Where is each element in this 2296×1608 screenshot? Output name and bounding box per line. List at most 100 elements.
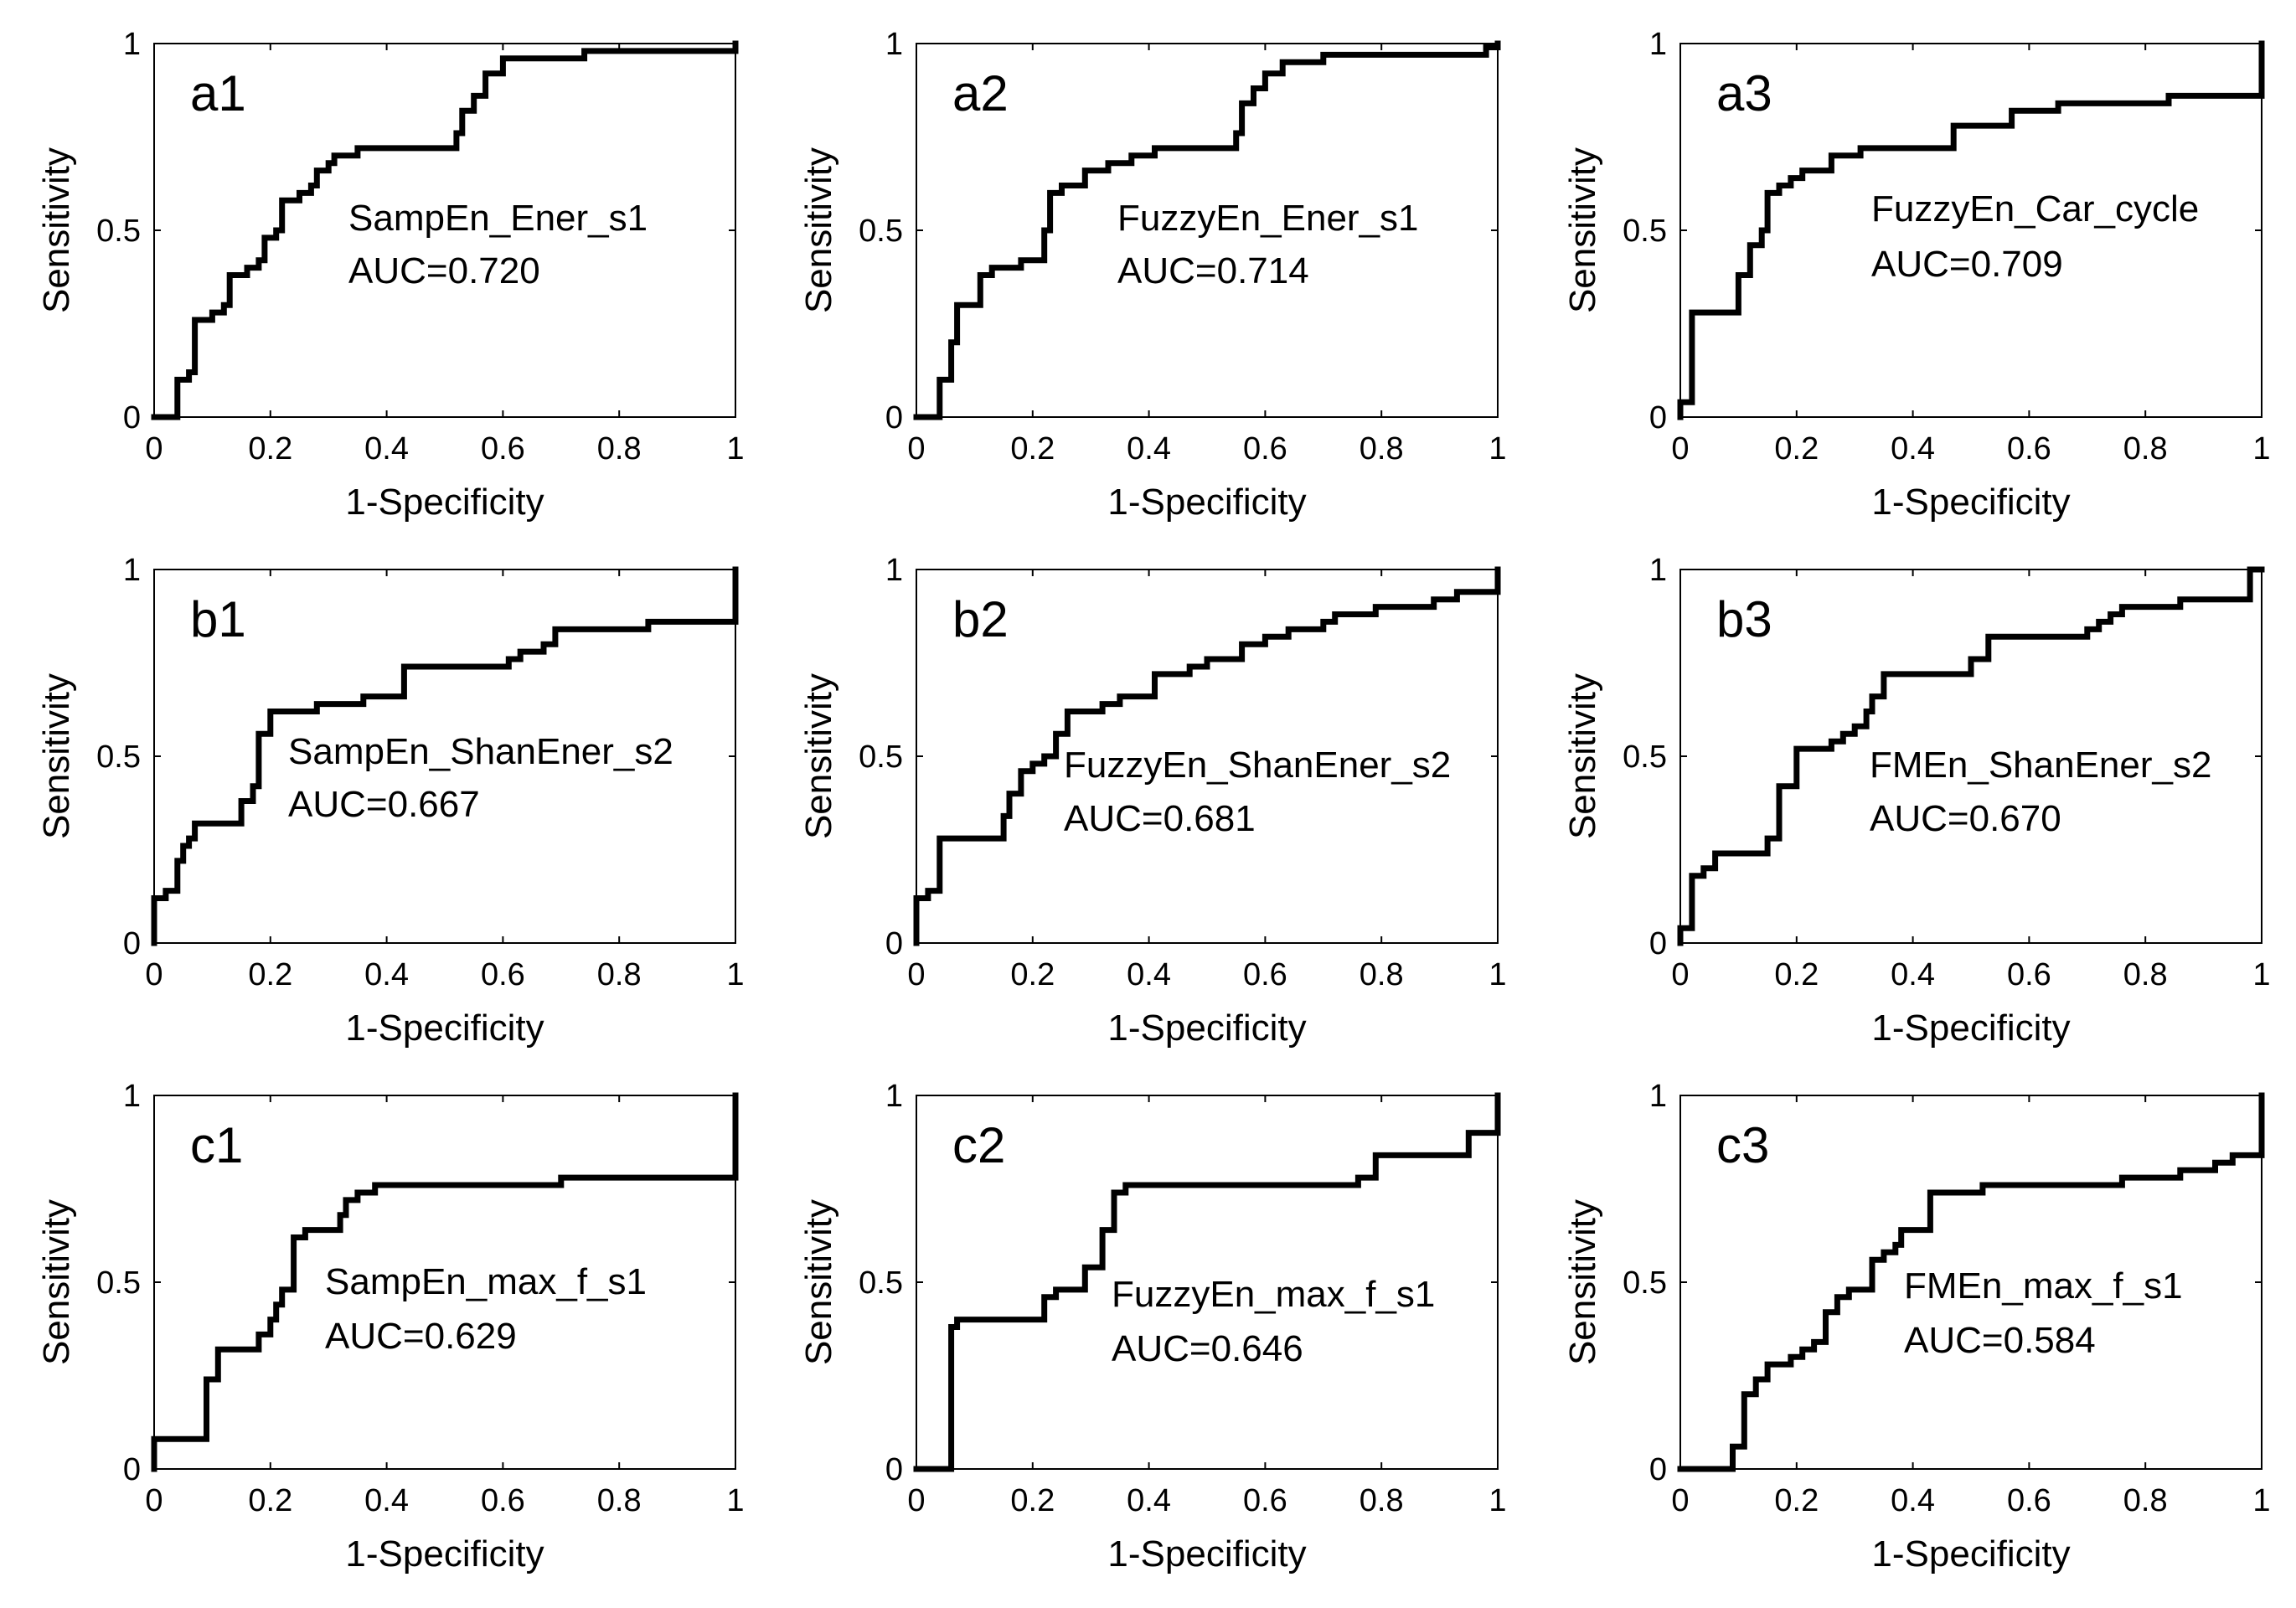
- chart-panel-a3: 0 0.2 0.4 0.6 0.8 1 0 0.5 1 1-Specificity Sensitiv…: [1562, 27, 2271, 523]
- roc-curve-b3: [1677, 566, 2265, 946]
- x-tick-label: 0.4: [1127, 1483, 1171, 1518]
- x-tick-label: 0.2: [1010, 1483, 1055, 1518]
- roc-curve-c2: [913, 1092, 1501, 1472]
- x-tick-label: 0.4: [364, 431, 409, 466]
- y-axis-label: Sensitivity: [36, 147, 77, 313]
- x-tick-label: 1: [2252, 1483, 2270, 1518]
- x-tick-label: 0.8: [1360, 431, 1404, 466]
- x-axis-label: 1-Specificity: [1871, 1533, 2070, 1574]
- x-axis-label: 1-Specificity: [1107, 1008, 1306, 1049]
- auc-value-label: AUC=0.670: [1870, 798, 2061, 839]
- x-tick-label: 1: [1489, 957, 1506, 992]
- panel-label: a1: [190, 65, 246, 121]
- roc-curve-c3: [1677, 1092, 2265, 1472]
- panel-label: b1: [190, 591, 246, 647]
- roc-curve-a3: [1677, 40, 2265, 420]
- roc-curve-b1: [151, 566, 739, 946]
- x-tick-label: 0.4: [1891, 1483, 1935, 1518]
- feature-name-label: SampEn_max_f_s1: [325, 1261, 647, 1302]
- y-axis-label: Sensitivity: [36, 673, 77, 839]
- y-tick-label: 1: [885, 27, 903, 62]
- x-tick-label: 0.6: [1243, 957, 1287, 992]
- x-tick-label: 0.4: [1891, 431, 1935, 466]
- chart-panel-c3: 0 0.2 0.4 0.6 0.8 1 0 0.5 1 1-Specificity Sensitiv…: [1562, 1079, 2271, 1574]
- x-tick-label: 0.6: [1243, 431, 1287, 466]
- x-tick-label: 0.2: [1010, 431, 1055, 466]
- x-tick-label: 0.6: [481, 431, 525, 466]
- x-tick-label: 1: [726, 431, 744, 466]
- y-tick-label: 0: [1649, 926, 1667, 961]
- x-tick-label: 0: [145, 431, 163, 466]
- x-tick-label: 1: [726, 957, 744, 992]
- x-tick-label: 0.6: [481, 957, 525, 992]
- feature-name-label: FuzzyEn_Car_cycle: [1871, 188, 2199, 229]
- y-tick-label: 0.5: [1623, 1265, 1667, 1301]
- x-tick-label: 1: [1489, 431, 1506, 466]
- x-axis-label: 1-Specificity: [345, 482, 544, 523]
- chart-panel-b2: 0 0.2 0.4 0.6 0.8 1 0 0.5 1 1-Specificity Sensitiv…: [798, 553, 1507, 1049]
- feature-name-label: FuzzyEn_max_f_s1: [1112, 1274, 1435, 1315]
- auc-value-label: AUC=0.681: [1064, 798, 1256, 839]
- y-tick-label: 0.5: [96, 1265, 141, 1301]
- x-axis-label: 1-Specificity: [345, 1533, 544, 1574]
- panel-label: b3: [1716, 591, 1772, 647]
- x-tick-label: 0.4: [364, 957, 409, 992]
- x-tick-label: 0.8: [597, 431, 642, 466]
- x-tick-label: 0.2: [1774, 431, 1819, 466]
- y-tick-label: 1: [1649, 27, 1667, 62]
- x-tick-label: 0.4: [1127, 957, 1171, 992]
- x-tick-label: 1: [2252, 957, 2270, 992]
- y-tick-label: 0: [885, 926, 903, 961]
- x-tick-label: 0.6: [2007, 1483, 2051, 1518]
- y-tick-label: 0: [885, 400, 903, 436]
- y-tick-label: 1: [885, 1079, 903, 1114]
- y-tick-label: 0: [123, 400, 141, 436]
- x-axis-label: 1-Specificity: [1107, 1533, 1306, 1574]
- panel-label: c2: [952, 1117, 1005, 1173]
- auc-value-label: AUC=0.646: [1112, 1328, 1303, 1369]
- y-tick-label: 1: [1649, 1079, 1667, 1114]
- x-tick-label: 0.6: [2007, 957, 2051, 992]
- y-axis-label: Sensitivity: [798, 673, 839, 839]
- y-axis-label: Sensitivity: [1562, 673, 1603, 839]
- panel-label: b2: [952, 591, 1009, 647]
- x-tick-label: 0.2: [248, 957, 292, 992]
- x-axis-label: 1-Specificity: [1871, 1008, 2070, 1049]
- x-tick-label: 0.4: [1127, 431, 1171, 466]
- y-axis-label: Sensitivity: [798, 1199, 839, 1365]
- x-tick-label: 0.4: [1891, 957, 1935, 992]
- x-tick-label: 0.2: [1010, 957, 1055, 992]
- feature-name-label: SampEn_ShanEner_s2: [288, 731, 673, 772]
- roc-curve-b2: [913, 566, 1501, 946]
- y-tick-label: 0.5: [859, 214, 903, 249]
- x-axis-label: 1-Specificity: [1107, 482, 1306, 523]
- roc-curve-a1: [151, 40, 739, 420]
- x-tick-label: 0: [145, 1483, 163, 1518]
- chart-panel-b3: 0 0.2 0.4 0.6 0.8 1 0 0.5 1 1-Specificity Sensitiv…: [1562, 553, 2271, 1049]
- y-tick-label: 0.5: [859, 740, 903, 775]
- auc-value-label: AUC=0.584: [1904, 1320, 2096, 1361]
- x-tick-label: 0: [1671, 431, 1689, 466]
- y-tick-label: 1: [123, 1079, 141, 1114]
- y-axis-label: Sensitivity: [798, 147, 839, 313]
- auc-value-label: AUC=0.629: [325, 1316, 517, 1357]
- x-tick-label: 0.8: [2123, 957, 2168, 992]
- y-tick-label: 0.5: [96, 214, 141, 249]
- x-tick-label: 1: [1489, 1483, 1506, 1518]
- x-tick-label: 0: [1671, 957, 1689, 992]
- x-tick-label: 0: [145, 957, 163, 992]
- x-tick-label: 0.2: [1774, 957, 1819, 992]
- auc-value-label: AUC=0.667: [288, 784, 480, 825]
- feature-name-label: FMEn_max_f_s1: [1904, 1265, 2183, 1306]
- x-tick-label: 0: [907, 431, 925, 466]
- x-tick-label: 0: [907, 957, 925, 992]
- x-tick-label: 0: [1671, 1483, 1689, 1518]
- y-tick-label: 0: [1649, 400, 1667, 436]
- x-tick-label: 0.2: [248, 1483, 292, 1518]
- x-tick-label: 0.8: [2123, 431, 2168, 466]
- chart-panel-c2: 0 0.2 0.4 0.6 0.8 1 0 0.5 1 1-Specificity Sensitiv…: [798, 1079, 1507, 1574]
- y-tick-label: 1: [123, 553, 141, 588]
- x-tick-label: 0.8: [597, 957, 642, 992]
- chart-panel-c1: 0 0.2 0.4 0.6 0.8 1 0 0.5 1 1-Specificity Sensitiv…: [36, 1079, 745, 1574]
